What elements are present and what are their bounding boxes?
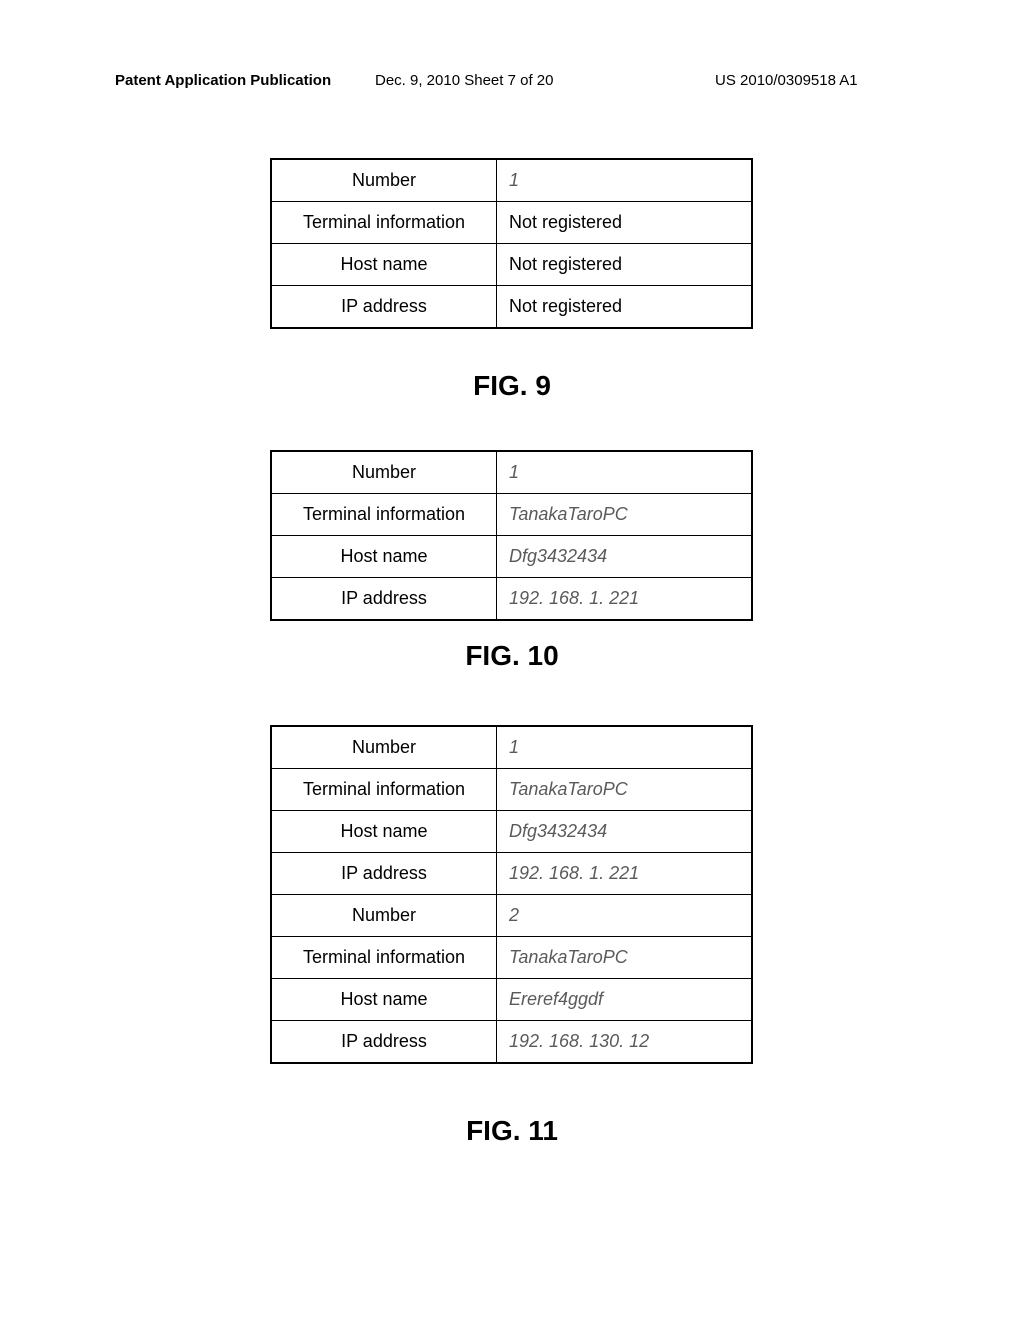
- row-label: Number: [271, 895, 497, 937]
- row-label: Terminal information: [271, 202, 497, 244]
- row-value: Not registered: [497, 202, 753, 244]
- table-row: Number1: [271, 451, 752, 494]
- table-row: Number1: [271, 726, 752, 769]
- row-value: TanakaTaroPC: [497, 937, 753, 979]
- row-label: IP address: [271, 1021, 497, 1064]
- row-value: 192. 168. 1. 221: [497, 578, 753, 621]
- row-value: Not registered: [497, 244, 753, 286]
- table-row: Host nameDfg3432434: [271, 811, 752, 853]
- table-row: IP address192. 168. 130. 12: [271, 1021, 752, 1064]
- row-label: Number: [271, 451, 497, 494]
- table-row: Terminal informationTanakaTaroPC: [271, 494, 752, 536]
- figure-10-label: FIG. 10: [0, 640, 1024, 672]
- row-label: Host name: [271, 244, 497, 286]
- row-value: 1: [497, 726, 753, 769]
- table-row: IP address192. 168. 1. 221: [271, 853, 752, 895]
- row-value: 1: [497, 159, 753, 202]
- row-value: 2: [497, 895, 753, 937]
- table-row: Terminal informationNot registered: [271, 202, 752, 244]
- page-header: Patent Application Publication Dec. 9, 2…: [0, 72, 1024, 102]
- row-value: TanakaTaroPC: [497, 494, 753, 536]
- row-label: Host name: [271, 811, 497, 853]
- table-row: Terminal informationTanakaTaroPC: [271, 937, 752, 979]
- row-label: Host name: [271, 979, 497, 1021]
- row-label: Host name: [271, 536, 497, 578]
- table-row: Host nameDfg3432434: [271, 536, 752, 578]
- row-label: IP address: [271, 286, 497, 329]
- row-value: Ereref4ggdf: [497, 979, 753, 1021]
- figure-9-table: Number1Terminal informationNot registere…: [270, 158, 753, 329]
- figure-9-label: FIG. 9: [0, 370, 1024, 402]
- row-label: Terminal information: [271, 494, 497, 536]
- figure-11-table: Number1Terminal informationTanakaTaroPCH…: [270, 725, 753, 1064]
- row-label: Terminal information: [271, 769, 497, 811]
- row-value: Dfg3432434: [497, 811, 753, 853]
- header-right-text: US 2010/0309518 A1: [715, 72, 858, 89]
- row-label: Number: [271, 159, 497, 202]
- row-label: IP address: [271, 853, 497, 895]
- row-value: 192. 168. 130. 12: [497, 1021, 753, 1064]
- row-label: Number: [271, 726, 497, 769]
- row-value: 192. 168. 1. 221: [497, 853, 753, 895]
- row-label: IP address: [271, 578, 497, 621]
- row-value: 1: [497, 451, 753, 494]
- row-value: Dfg3432434: [497, 536, 753, 578]
- table-row: Number2: [271, 895, 752, 937]
- header-left-text: Patent Application Publication: [115, 72, 331, 89]
- table-row: Terminal informationTanakaTaroPC: [271, 769, 752, 811]
- row-value: TanakaTaroPC: [497, 769, 753, 811]
- table-row: Host nameEreref4ggdf: [271, 979, 752, 1021]
- table-row: Number1: [271, 159, 752, 202]
- header-center-text: Dec. 9, 2010 Sheet 7 of 20: [375, 72, 553, 89]
- table-row: IP addressNot registered: [271, 286, 752, 329]
- table-row: IP address192. 168. 1. 221: [271, 578, 752, 621]
- row-label: Terminal information: [271, 937, 497, 979]
- figure-10-table: Number1Terminal informationTanakaTaroPCH…: [270, 450, 753, 621]
- figure-11-label: FIG. 11: [0, 1115, 1024, 1147]
- table-row: Host nameNot registered: [271, 244, 752, 286]
- row-value: Not registered: [497, 286, 753, 329]
